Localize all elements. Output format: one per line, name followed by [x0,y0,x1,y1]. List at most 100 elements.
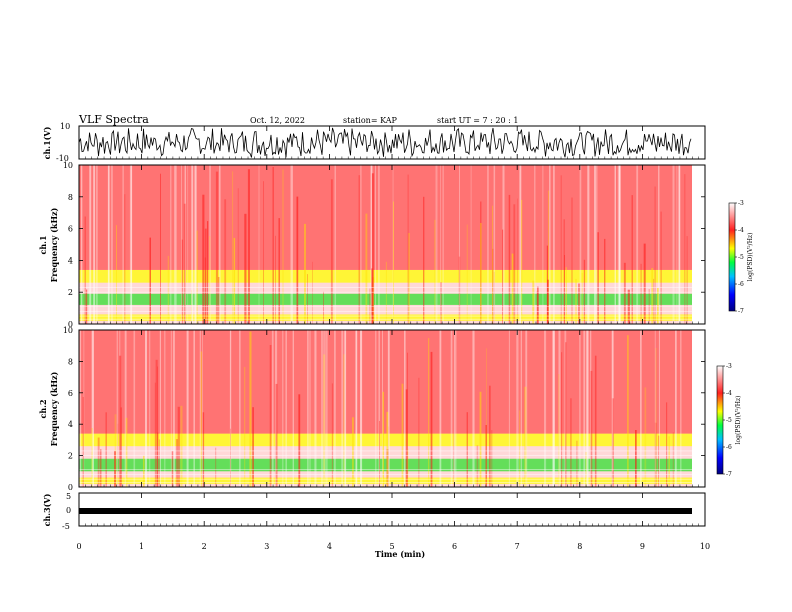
spectrogram-streak [586,330,588,487]
spectrogram-streak [653,278,655,324]
spectrogram-streak [519,165,522,324]
spectrogram-streak [80,165,83,324]
spectrogram-streak [611,398,614,487]
ch3-waveform-trace [79,508,692,514]
spectrogram-streak [519,410,521,487]
spectrogram-streak [480,201,482,324]
spectrogram-streak [485,425,487,487]
ch1-colorbar-tick--5: -5 [738,254,744,261]
spectrogram-streak [654,186,656,324]
spectrogram-streak [564,330,567,487]
spectrogram-streak [379,421,380,487]
ch2-spectrogram-ytick-6: 6 [68,389,73,398]
spectrogram-streak [200,351,203,487]
spectrogram-streak [119,355,122,487]
ch2-colorbar [716,365,724,475]
spectrogram-streak [269,345,272,487]
spectrogram-streak [513,204,516,324]
spectrogram-streak [617,165,619,324]
spectrogram-streak [579,165,582,324]
spectrogram-streak [365,213,368,324]
spectrogram-streak [237,188,239,324]
spectrogram-streak [524,386,527,487]
x-tick-9: 9 [640,542,645,551]
spectrogram-streak [307,274,308,324]
spectrogram-streak [553,165,555,324]
spectrogram-streak [145,330,147,487]
spectrogram-streak [278,218,280,324]
spectrogram-streak [130,165,133,324]
spectrogram-streak [187,165,189,324]
spectrogram-streak [511,253,514,324]
spectrogram-streak [453,330,455,487]
ch1-spectrogram-ytick-0: 0 [68,320,73,329]
spectrogram-streak [658,165,660,324]
spectrogram-streak [124,330,127,487]
spectrogram-streak [640,330,642,487]
spectrogram-streak [430,351,433,487]
spectrogram-streak [423,196,425,324]
spectrogram-streak [666,402,668,487]
spectrogram-streak [382,391,384,487]
ch2-spectrogram-image [79,330,705,487]
spectrogram-streak [684,174,686,324]
spectrogram-streak [583,330,586,487]
spectrogram-streak [107,165,110,324]
spectrogram-streak [388,426,390,487]
spectrogram-streak [597,232,599,324]
spectrogram-band [79,165,692,270]
spectrogram-streak [486,348,487,487]
spectrogram-streak [564,255,565,324]
spectrogram-streak [282,330,284,487]
spectrogram-streak [375,330,377,487]
spectrogram-streak [502,165,505,324]
spectrogram-streak [668,436,670,487]
spectrogram-streak [79,330,82,487]
ch2-spectrogram-ylabel: Frequency (kHz) [49,371,59,446]
spectrogram-streak [435,165,438,324]
x-tick-10: 10 [700,542,710,551]
spectrogram-streak [473,330,475,487]
spectrogram-streak [356,330,358,487]
spectrogram-streak [594,355,597,487]
spectrogram-streak [232,171,234,324]
ch2-colorbar-tick--4: -4 [726,390,732,397]
spectrogram-streak [186,330,189,487]
spectrogram-streak [355,330,357,487]
spectrogram-streak [612,330,614,487]
spectrogram-streak [100,449,102,487]
spectrogram-streak [404,330,406,487]
spectrogram-streak [479,391,482,487]
spectrogram-streak [532,280,535,324]
spectrogram-streak [263,181,264,324]
ch1-waveform-line [78,127,692,158]
spectrogram-streak [244,366,246,487]
spectrogram-streak [171,451,174,487]
spectrogram-streak [470,165,472,324]
spectrogram-streak [334,165,336,324]
spectrogram-streak [521,199,523,324]
spectrogram-streak [658,435,660,487]
spectrogram-streak [181,239,183,324]
spectrogram-streak [129,165,132,324]
spectrogram-streak [181,165,182,324]
spectrogram-streak [596,165,598,324]
spectrogram-streak [360,330,362,487]
spectrogram-streak [534,165,536,324]
spectrogram-streak [160,173,161,324]
spectrogram-streak [516,330,518,487]
spectrogram-streak [631,195,633,324]
spectrogram-streak [489,385,491,487]
spectrogram-streak [89,165,92,324]
spectrogram-streak [344,330,347,487]
ch2-colorbar-label: log(PSD)(V²/Hz) [735,396,742,445]
spectrogram-streak [258,165,260,324]
spectrogram-streak [334,330,336,487]
ch2-colorbar-tick--3: -3 [726,363,732,370]
x-tick-5: 5 [389,542,394,551]
spectrogram-streak [96,165,98,324]
ch2-spectrogram-ytick-10: 10 [63,326,73,335]
ch2-colorbar-tick--5: -5 [726,417,732,424]
spectrogram-streak [614,165,616,324]
